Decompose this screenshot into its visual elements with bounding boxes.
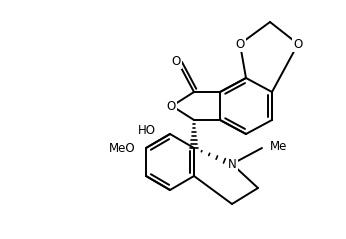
Text: HO: HO	[138, 124, 156, 136]
Text: O: O	[293, 38, 303, 50]
Text: MeO: MeO	[109, 141, 136, 154]
Text: N: N	[228, 158, 236, 170]
Text: Me: Me	[270, 141, 288, 153]
Text: O: O	[171, 54, 181, 67]
Text: O: O	[166, 99, 176, 113]
Text: O: O	[235, 38, 245, 50]
